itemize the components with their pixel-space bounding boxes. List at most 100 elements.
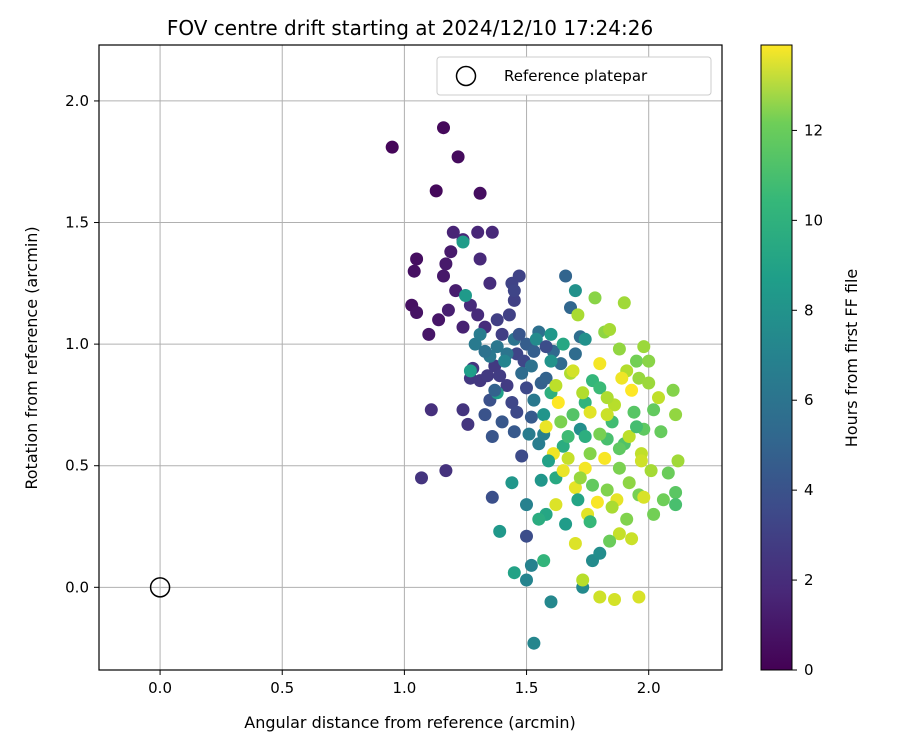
data-point xyxy=(432,313,446,327)
data-point xyxy=(593,381,607,395)
data-point xyxy=(478,344,492,358)
x-tick-label: 0.0 xyxy=(148,679,172,697)
data-point xyxy=(637,340,651,354)
reference-marker xyxy=(149,577,171,598)
data-point xyxy=(600,483,614,497)
legend-reference-icon xyxy=(455,65,477,87)
data-point xyxy=(422,327,436,341)
data-point xyxy=(617,296,631,310)
y-axis-label: Rotation from reference (arcmin) xyxy=(22,226,41,489)
data-point xyxy=(578,332,592,346)
data-point xyxy=(520,381,533,395)
data-point xyxy=(588,291,602,305)
data-point xyxy=(520,573,533,587)
data-point xyxy=(410,252,424,266)
data-point xyxy=(488,383,502,397)
data-point xyxy=(495,327,509,341)
data-point xyxy=(461,417,475,431)
data-point xyxy=(500,379,514,392)
data-point xyxy=(583,405,597,419)
data-point xyxy=(556,337,570,351)
data-point xyxy=(498,354,512,368)
colorbar-ticks: 0 2 4 6 8 10 12 xyxy=(792,121,823,679)
data-point xyxy=(630,420,643,434)
data-point xyxy=(542,454,555,468)
data-point xyxy=(446,225,460,239)
data-point xyxy=(444,245,458,259)
data-point xyxy=(654,425,668,439)
data-point xyxy=(561,430,575,443)
data-point xyxy=(507,566,521,580)
data-point xyxy=(571,493,585,507)
data-point xyxy=(603,534,617,548)
data-point xyxy=(505,396,519,409)
data-point xyxy=(439,464,453,478)
colorbar: 0 2 4 6 8 10 12 Hours from first FF file xyxy=(760,44,861,679)
data-point xyxy=(671,454,685,468)
data-point xyxy=(415,471,428,485)
data-point xyxy=(537,408,551,422)
data-point xyxy=(424,403,438,417)
data-point xyxy=(568,347,582,361)
data-point xyxy=(568,481,582,495)
data-point xyxy=(520,529,533,543)
data-point xyxy=(586,478,599,492)
data-point xyxy=(559,517,573,531)
data-point xyxy=(559,269,573,283)
data-point xyxy=(473,186,487,200)
data-point xyxy=(539,371,553,385)
x-axis-label: Angular distance from reference (arcmin) xyxy=(244,713,575,732)
data-point xyxy=(549,498,563,512)
data-point xyxy=(612,527,626,541)
data-point xyxy=(493,369,507,383)
data-point xyxy=(512,327,526,341)
colorbar-tick-label: 4 xyxy=(804,481,814,499)
colorbar-tick-label: 10 xyxy=(804,211,823,229)
data-point xyxy=(578,430,592,443)
data-point xyxy=(495,415,509,429)
data-point xyxy=(510,405,524,419)
data-point xyxy=(544,595,558,609)
data-point xyxy=(502,308,516,322)
data-point xyxy=(600,408,614,422)
data-point xyxy=(590,495,604,509)
data-point xyxy=(490,340,504,354)
data-point xyxy=(603,323,617,336)
data-point xyxy=(549,379,563,392)
data-point xyxy=(551,396,565,409)
data-point xyxy=(544,327,558,341)
data-point xyxy=(468,337,482,351)
data-point xyxy=(485,490,499,504)
data-point xyxy=(656,493,670,507)
data-point xyxy=(556,439,570,453)
data-point xyxy=(573,471,587,485)
y-tick-label: 1.5 xyxy=(65,214,89,232)
data-point xyxy=(463,364,477,378)
data-point xyxy=(449,284,463,298)
data-point xyxy=(456,235,470,249)
data-point xyxy=(527,636,541,650)
data-point xyxy=(598,451,612,465)
data-point xyxy=(644,464,658,478)
data-point xyxy=(532,512,546,526)
grid-lines xyxy=(99,45,722,670)
colorbar-tick-label: 12 xyxy=(804,121,823,139)
legend-box xyxy=(436,56,712,96)
data-point xyxy=(571,308,585,322)
data-point xyxy=(625,532,639,546)
data-point xyxy=(483,276,497,290)
colorbar-tick-label: 2 xyxy=(804,571,814,589)
data-point xyxy=(556,464,570,478)
data-point xyxy=(485,225,499,239)
data-point xyxy=(490,313,504,327)
data-point xyxy=(473,252,487,266)
data-point xyxy=(593,357,607,371)
data-point xyxy=(385,140,399,154)
data-point xyxy=(520,498,533,512)
data-point xyxy=(524,359,538,373)
data-point xyxy=(669,498,683,512)
data-point xyxy=(456,320,470,334)
data-point xyxy=(561,451,575,465)
data-point xyxy=(515,449,529,463)
data-point xyxy=(463,298,477,312)
